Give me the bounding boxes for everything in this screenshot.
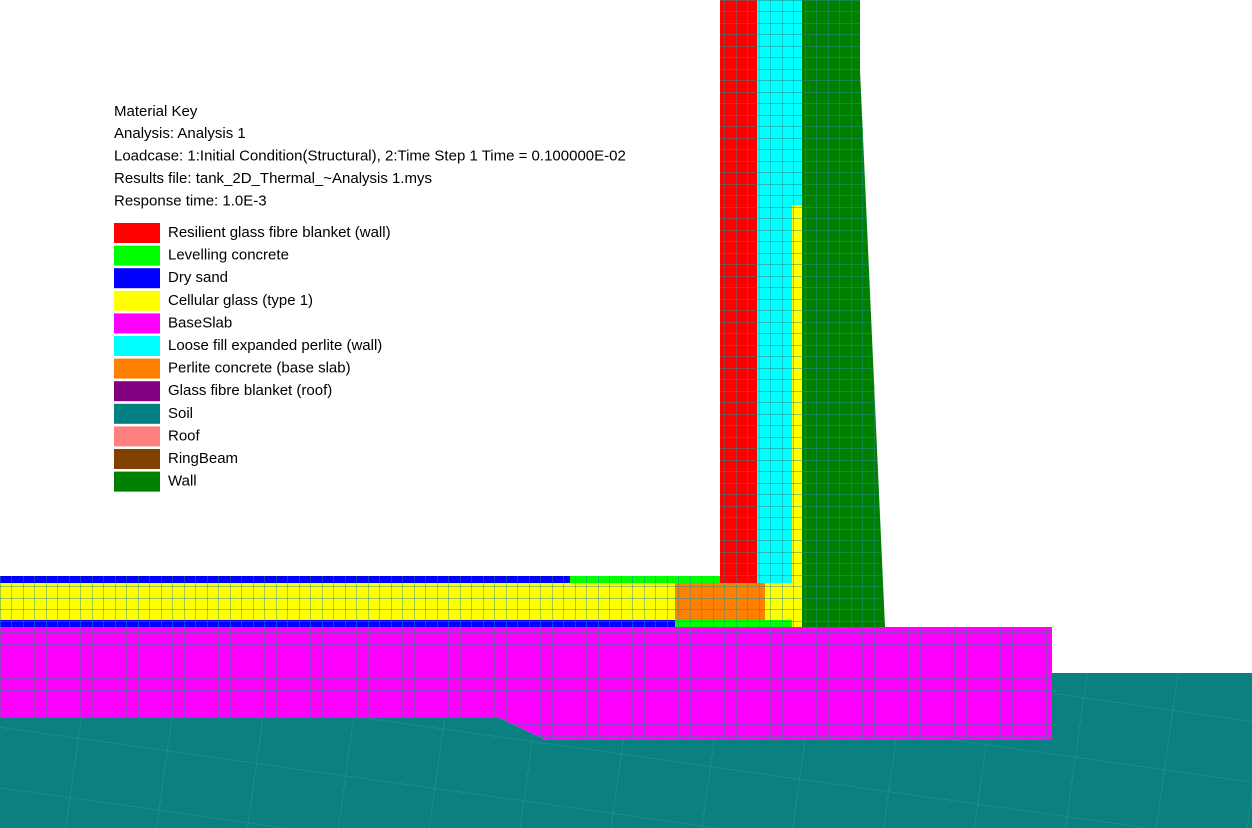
legend-label: Levelling concrete	[168, 247, 289, 264]
legend-swatch	[114, 268, 160, 289]
key-line: Analysis: Analysis 1	[114, 125, 246, 142]
legend-swatch	[114, 449, 160, 469]
legend-swatch	[114, 381, 160, 402]
legend-swatch	[114, 290, 160, 311]
key-line: Loadcase: 1:Initial Condition(Structural…	[114, 147, 626, 164]
legend-swatch	[114, 245, 160, 266]
legend-label: Wall	[168, 473, 197, 490]
legend-label: Loose fill expanded perlite (wall)	[168, 337, 382, 354]
legend-label: Dry sand	[168, 269, 228, 286]
legend-swatch	[114, 223, 160, 243]
legend-swatch	[114, 313, 160, 334]
legend-swatch	[114, 426, 160, 447]
legend-label: RingBeam	[168, 450, 238, 467]
key-title: Material Key	[114, 103, 198, 120]
legend-swatch	[114, 471, 160, 492]
legend-swatch	[114, 336, 160, 356]
material-key: Material Key Analysis: Analysis 1 Loadcas…	[114, 103, 626, 492]
legend-label: BaseSlab	[168, 314, 232, 331]
legend-label: Roof	[168, 427, 201, 444]
legend-label: Perlite concrete (base slab)	[168, 360, 351, 377]
soil-mesh	[0, 673, 1252, 828]
legend-swatch	[114, 358, 160, 379]
mesh-lines	[0, 0, 1052, 740]
legend-swatch	[114, 403, 160, 424]
key-line: Results file: tank_2D_Thermal_~Analysis …	[114, 170, 432, 187]
key-line: Response time: 1.0E-3	[114, 192, 267, 209]
legend-label: Cellular glass (type 1)	[168, 292, 313, 309]
legend-label: Glass fibre blanket (roof)	[168, 382, 332, 399]
legend-label: Soil	[168, 405, 193, 422]
legend-label: Resilient glass fibre blanket (wall)	[168, 224, 391, 241]
